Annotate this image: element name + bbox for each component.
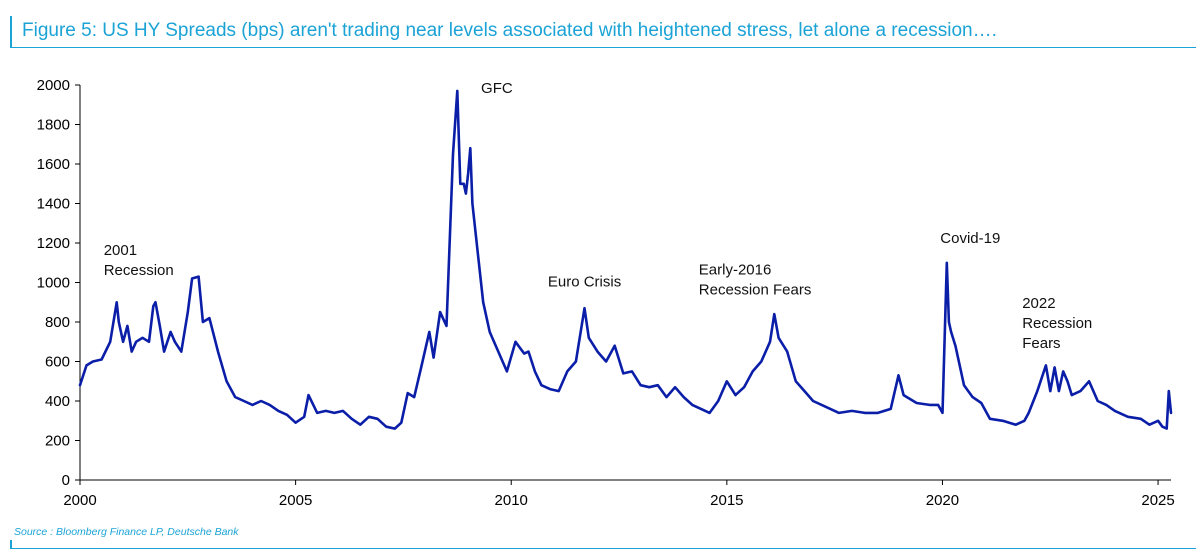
annotation-line: Recession bbox=[1022, 315, 1092, 332]
y-tick-label: 600 bbox=[45, 354, 70, 371]
annotation-2: Euro Crisis bbox=[548, 273, 621, 290]
y-tick-label: 800 bbox=[45, 314, 70, 331]
chart-title: Figure 5: US HY Spreads (bps) aren't tra… bbox=[22, 20, 997, 41]
annotation-line: 2022 bbox=[1022, 295, 1055, 312]
annotation-line: 2001 bbox=[104, 242, 137, 259]
annotation-3: Early-2016 Recession Fears bbox=[699, 262, 812, 299]
x-tick-label: 2025 bbox=[1141, 492, 1174, 509]
y-tick-label: 1200 bbox=[37, 235, 70, 252]
annotation-5: 2022 Recession Fears bbox=[1022, 295, 1092, 352]
annotation-line: GFC bbox=[481, 80, 513, 97]
y-tick-label: 2000 bbox=[37, 77, 70, 94]
source-note: Source : Bloomberg Finance LP, Deutsche … bbox=[14, 526, 239, 538]
annotation-1: GFC bbox=[481, 80, 513, 97]
hy-spreads-chart: 0 200 400 600 800 1000 1200 1400 1600 1800 2000 200… bbox=[37, 77, 1175, 509]
series-line-0 bbox=[78, 89, 1173, 430]
annotation-line: Euro Crisis bbox=[548, 273, 621, 290]
annotation-line: Recession Fears bbox=[699, 282, 812, 299]
x-tick-label: 2015 bbox=[710, 492, 743, 509]
y-tick-label: 400 bbox=[45, 393, 70, 410]
footer-rule bbox=[10, 548, 1196, 549]
y-tick-label: 1800 bbox=[37, 117, 70, 134]
annotation-4: Covid-19 bbox=[940, 230, 1000, 247]
y-tick-label: 1000 bbox=[37, 275, 70, 292]
footer-rule-left bbox=[10, 540, 12, 549]
annotation-0: 2001 Recession bbox=[104, 242, 174, 279]
annotation-line: Recession bbox=[104, 262, 174, 279]
x-tick-label: 2000 bbox=[63, 492, 96, 509]
y-tick-label: 1600 bbox=[37, 156, 70, 173]
y-tick-label: 0 bbox=[62, 472, 70, 489]
title-bar: Figure 5: US HY Spreads (bps) aren't tra… bbox=[10, 16, 1196, 48]
annotation-line: Covid-19 bbox=[940, 230, 1000, 247]
annotation-line: Fears bbox=[1022, 335, 1060, 352]
y-tick-label: 200 bbox=[45, 433, 70, 450]
x-tick-label: 2010 bbox=[495, 492, 528, 509]
x-tick-label: 2005 bbox=[279, 492, 312, 509]
y-tick-label: 1400 bbox=[37, 196, 70, 213]
annotation-line: Early-2016 bbox=[699, 262, 772, 279]
x-tick-label: 2020 bbox=[926, 492, 959, 509]
